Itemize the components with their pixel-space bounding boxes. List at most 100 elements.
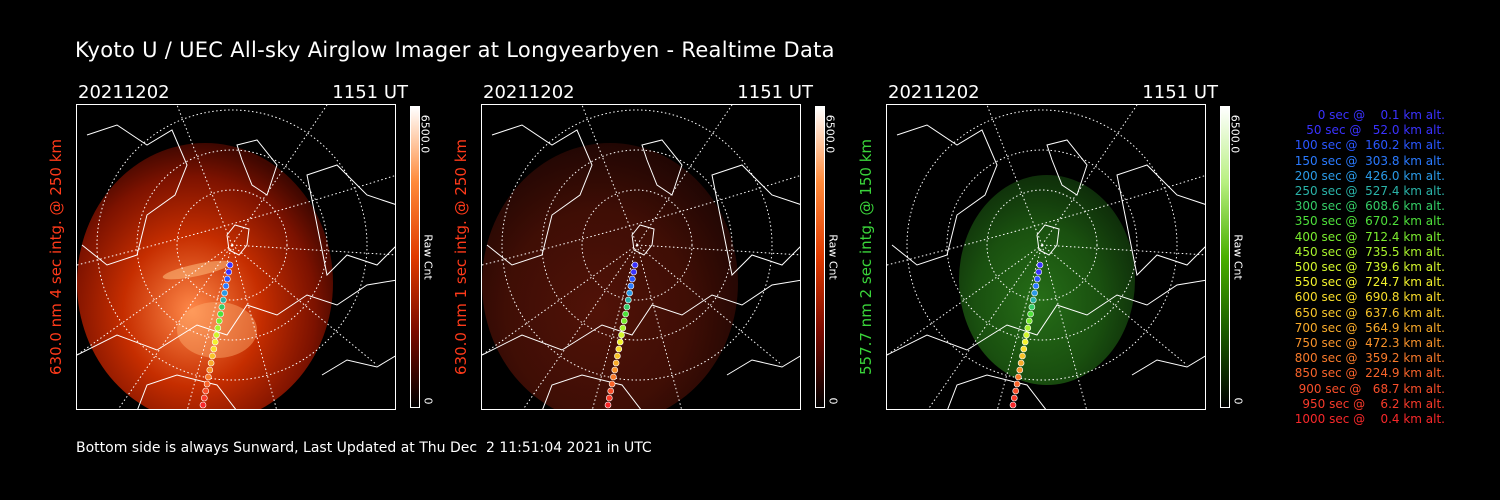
lat-lon-grid (887, 105, 1205, 409)
coastline (482, 124, 800, 409)
trajectory-point (206, 366, 214, 374)
legend-entry: 800 sec @ 359.2 km alt. (1294, 351, 1445, 366)
panel-date: 20211202 (483, 82, 575, 103)
coastline (77, 124, 395, 409)
allsky-map (482, 105, 800, 409)
trajectory-point (217, 310, 224, 318)
trajectory-point (610, 373, 617, 381)
panel-time: 1151 UT (737, 82, 813, 103)
trajectory-point (210, 345, 218, 353)
trajectory-point (1016, 366, 1024, 374)
colorbar-min: 0 (826, 397, 840, 405)
trajectory-point (1017, 359, 1025, 367)
coastline (887, 124, 1205, 409)
legend-entry: 850 sec @ 224.9 km alt. (1294, 366, 1445, 381)
airglow-emission (482, 143, 738, 409)
airglow-emission (77, 143, 333, 409)
aurora-arc (162, 260, 232, 280)
legend-entry: 50 sec @ 52.0 km alt. (1306, 123, 1445, 138)
allsky-map (77, 105, 395, 409)
trajectory-point (623, 303, 631, 311)
legend-entry: 550 sec @ 724.7 km alt. (1294, 275, 1445, 290)
lat-lon-grid (77, 105, 395, 409)
trajectory-point (213, 331, 220, 339)
trajectory-point (1009, 401, 1017, 409)
trajectory-point (611, 366, 619, 374)
trajectory-point (612, 359, 620, 367)
trajectory-point (1012, 387, 1019, 395)
trajectory-point (1030, 296, 1037, 304)
trajectory-point (218, 303, 226, 311)
legend-entry: 600 sec @ 690.8 km alt. (1294, 290, 1445, 305)
colorbar (410, 106, 420, 408)
trajectory-point (205, 373, 212, 381)
colorbar-unit: Raw Cnt (1231, 234, 1245, 280)
trajectory-point (631, 261, 639, 269)
trajectory-point (1013, 380, 1021, 388)
trajectory-point (203, 380, 211, 388)
trajectory-point (1024, 324, 1032, 332)
trajectory-point (209, 352, 216, 360)
trajectory-point (627, 282, 635, 290)
trajectory-point (220, 296, 227, 304)
allsky-image (886, 104, 1206, 410)
trajectory-point (211, 338, 219, 346)
legend-entry: 950 sec @ 6.2 km alt. (1302, 396, 1445, 411)
panel-ylabel: 557.7 nm 2 sec intg. @ 150 km (857, 138, 875, 376)
trajectory-point (221, 289, 228, 297)
legend-entry: 200 sec @ 426.0 km alt. (1294, 168, 1445, 183)
allsky-image (481, 104, 801, 410)
legend-entry: 650 sec @ 637.6 km alt. (1294, 305, 1445, 320)
allsky-map (887, 105, 1205, 409)
trajectory-point (618, 331, 625, 339)
colorbar-unit: Raw Cnt (826, 234, 840, 280)
trajectory-point (622, 310, 629, 318)
allsky-image (76, 104, 396, 410)
trajectory-point (226, 261, 234, 269)
panel-time: 1151 UT (332, 82, 408, 103)
trajectory-point (606, 394, 613, 402)
trajectory-point (630, 268, 637, 276)
legend-entry: 350 sec @ 670.2 km alt. (1294, 214, 1445, 229)
imager-panel-630nm-1sec: 20211202 1151 UT 630.0 nm 1 sec intg. @ … (452, 82, 891, 432)
trajectory-point (625, 296, 632, 304)
trajectory-point (1021, 338, 1029, 346)
legend-entry: 400 sec @ 712.4 km alt. (1294, 229, 1445, 244)
legend-entry: 100 sec @ 160.2 km alt. (1294, 138, 1445, 153)
trajectory-point (616, 338, 624, 346)
trajectory-point (1019, 352, 1026, 360)
colorbar-max: 6500.0 (418, 114, 432, 154)
trajectory-point (608, 380, 616, 388)
trajectory-point (1032, 282, 1040, 290)
legend-entry: 750 sec @ 472.3 km alt. (1294, 336, 1445, 351)
trajectory-point (619, 324, 627, 332)
trajectory-point (607, 387, 614, 395)
colorbar (815, 106, 825, 408)
trajectory-point (225, 268, 232, 276)
legend-entry: 450 sec @ 735.5 km alt. (1294, 244, 1445, 259)
legend-entry: 150 sec @ 303.8 km alt. (1294, 153, 1445, 168)
trajectory-point (614, 352, 621, 360)
trajectory-point (626, 289, 633, 297)
airglow-emission (959, 175, 1135, 385)
trajectory-point (1011, 394, 1018, 402)
trajectory-point (1015, 373, 1022, 381)
trajectory-point (199, 401, 207, 409)
trajectory-point (1027, 310, 1034, 318)
trajectory-point (615, 345, 623, 353)
panel-date: 20211202 (888, 82, 980, 103)
legend-entry: 250 sec @ 527.4 km alt. (1294, 184, 1445, 199)
legend-entry: 700 sec @ 564.9 km alt. (1294, 320, 1445, 335)
trajectory-point (202, 387, 209, 395)
legend-entry: 500 sec @ 739.6 km alt. (1294, 260, 1445, 275)
trajectory-point (620, 317, 628, 325)
trajectory-point (1025, 317, 1033, 325)
colorbar-min: 0 (1231, 397, 1245, 405)
footer-note: Bottom side is always Sunward, Last Upda… (76, 440, 652, 456)
trajectory-legend: 0 sec @ 0.1 km alt. 50 sec @ 52.0 km alt.… (1255, 108, 1445, 427)
trajectory-point (215, 317, 223, 325)
legend-entry: 900 sec @ 68.7 km alt. (1298, 381, 1445, 396)
panel-time: 1151 UT (1142, 82, 1218, 103)
page-title: Kyoto U / UEC All-sky Airglow Imager at … (75, 38, 835, 62)
colorbar-max: 6500.0 (1228, 114, 1242, 154)
